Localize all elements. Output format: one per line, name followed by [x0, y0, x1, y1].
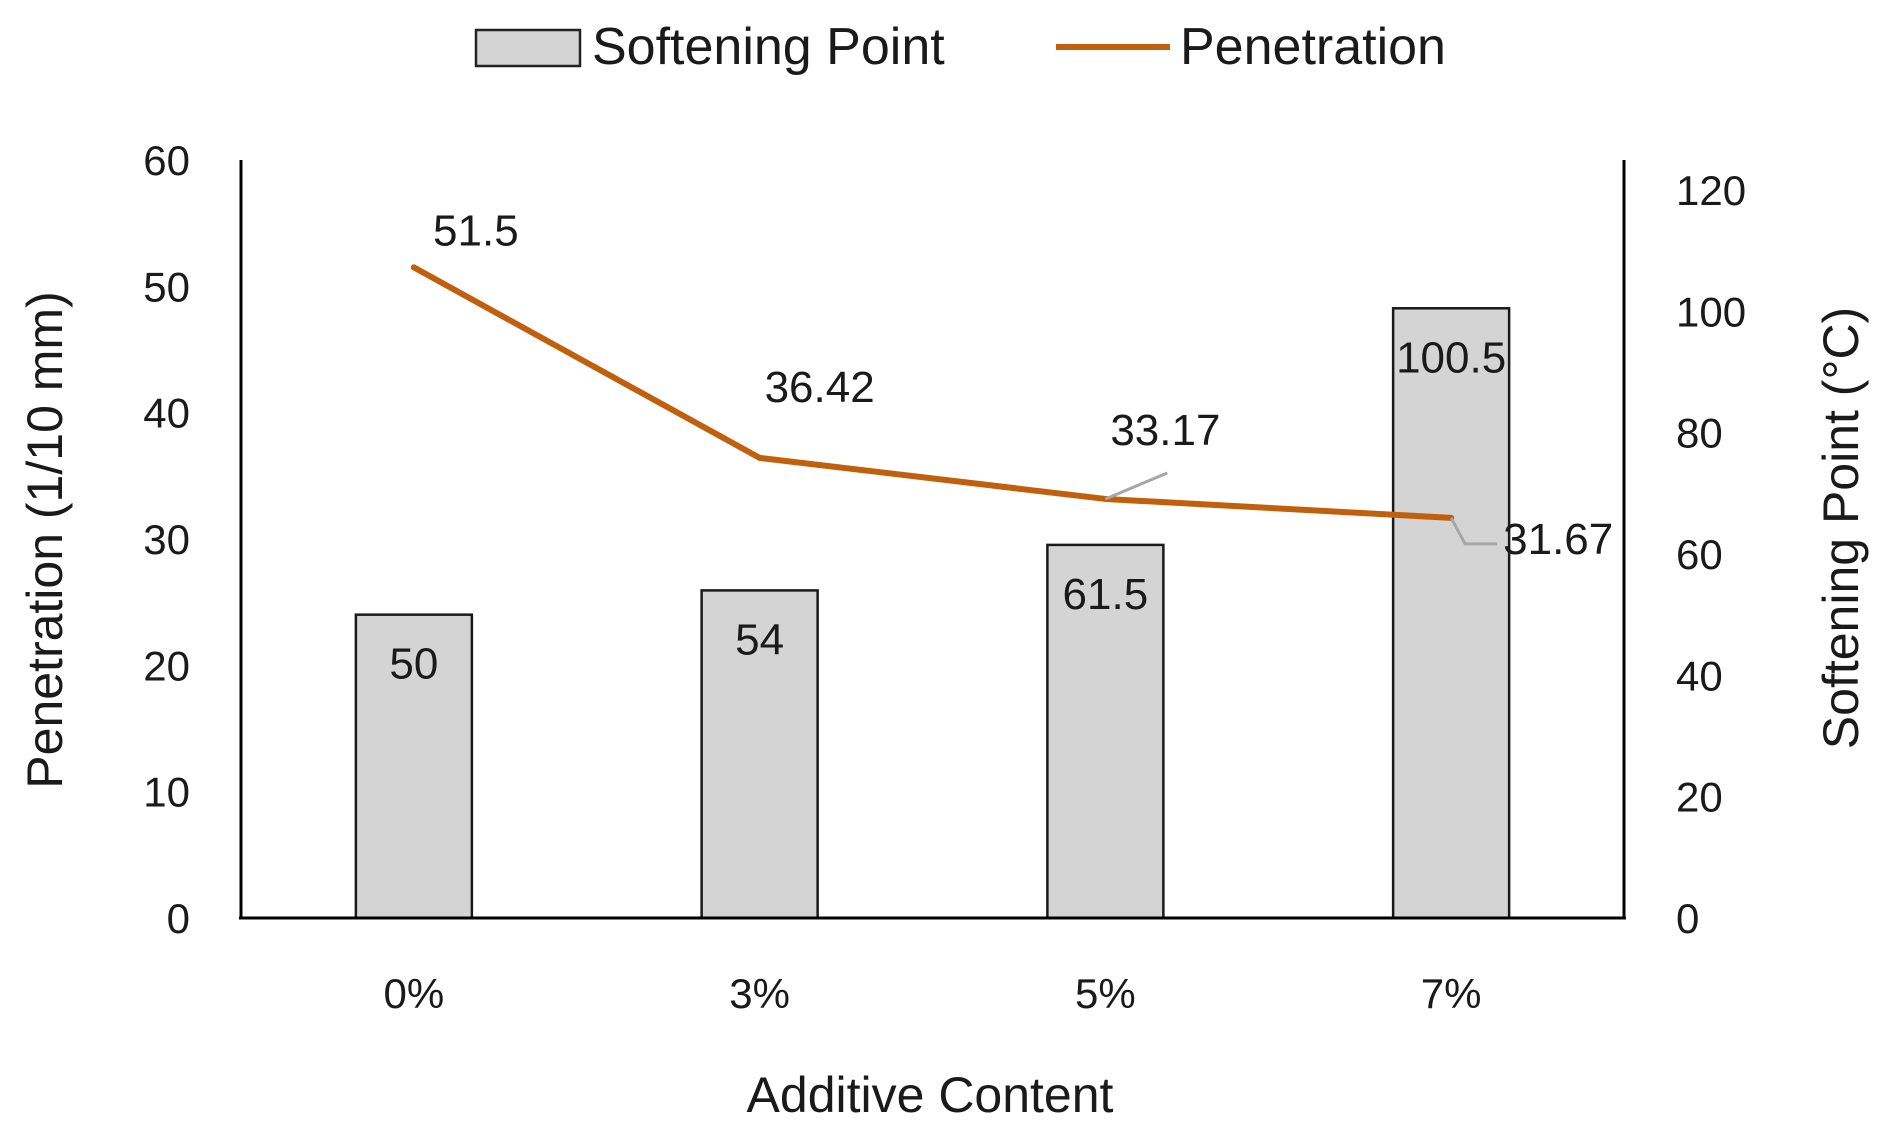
bar-data-labels: 50 54 61.5 100.5	[389, 333, 1506, 688]
y-left-tick-label: 30	[143, 516, 190, 563]
x-tick-label: 0%	[384, 970, 445, 1017]
axes	[239, 160, 1626, 920]
line-data-label: 31.67	[1503, 515, 1613, 564]
line-data-label: 36.42	[765, 363, 875, 412]
legend-label-softening-point: Softening Point	[592, 18, 945, 76]
y-left-tick-labels: 0 10 20 30 40 50 60	[143, 137, 190, 942]
penetration-point	[756, 454, 763, 461]
y-left-tick-label: 50	[143, 263, 190, 310]
bar-7pct	[1391, 307, 1511, 920]
y-right-tick-label: 0	[1676, 895, 1699, 942]
line-data-label: 33.17	[1110, 406, 1220, 455]
leader-line	[1449, 517, 1498, 546]
line-data-labels: 51.5 36.42 33.17 31.67	[433, 206, 1613, 564]
y-right-tick-label: 80	[1676, 410, 1723, 457]
bar-data-label: 50	[389, 640, 438, 689]
x-tick-label: 7%	[1421, 970, 1482, 1017]
line-data-label: 51.5	[433, 206, 519, 255]
line-series-penetration	[410, 264, 1455, 521]
y-left-tick-label: 20	[143, 642, 190, 689]
legend-label-penetration: Penetration	[1180, 18, 1446, 76]
x-axis-title: Additive Content	[747, 1067, 1114, 1123]
x-tick-label: 3%	[729, 970, 790, 1017]
bar-data-label: 54	[735, 615, 784, 664]
y-left-tick-label: 40	[143, 390, 190, 437]
y-right-tick-label: 60	[1676, 531, 1723, 578]
y-right-tick-label: 100	[1676, 288, 1746, 335]
leader-line	[1104, 471, 1168, 501]
legend: Softening Point Penetration	[474, 18, 1446, 76]
bar-3pct	[700, 589, 819, 920]
x-tick-label: 5%	[1075, 970, 1136, 1017]
y-left-tick-label: 10	[143, 769, 190, 816]
bar-data-label: 61.5	[1063, 570, 1149, 619]
y-left-tick-label: 0	[167, 895, 190, 942]
y-right-tick-label: 40	[1676, 652, 1723, 699]
x-tick-labels: 0% 3% 5% 7%	[384, 970, 1482, 1017]
penetration-point	[410, 264, 417, 271]
bar-data-label: 100.5	[1396, 333, 1506, 382]
y-left-tick-label: 60	[143, 137, 190, 184]
y-right-tick-label: 20	[1676, 774, 1723, 821]
legend-swatch-softening-point	[474, 28, 582, 68]
y-right-tick-label: 120	[1676, 167, 1746, 214]
y-right-tick-labels: 0 20 40 60 80 100 120	[1676, 167, 1746, 942]
y-left-axis-title: Penetration (1/10 mm)	[17, 291, 73, 788]
penetration-line	[410, 264, 1455, 521]
y-right-axis-title: Softening Point (°C)	[1813, 307, 1869, 749]
bar-series-softening-point	[354, 307, 1511, 920]
